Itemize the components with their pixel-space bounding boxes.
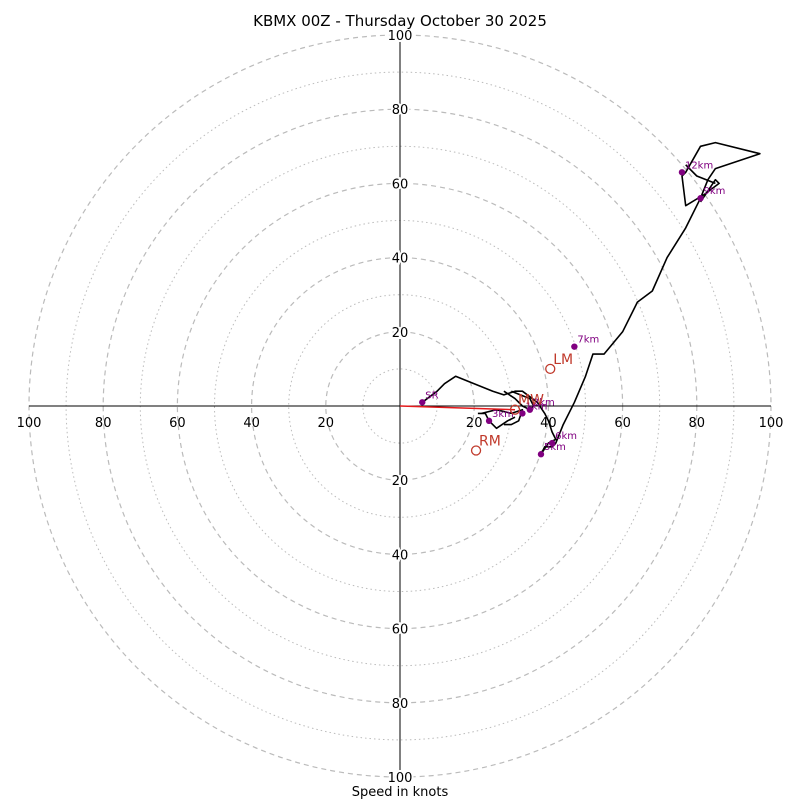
x-tick-labels: 100 80 60 40 20 20 40 60 80 100 bbox=[17, 416, 784, 431]
y-tick-labels: 100 80 60 40 20 20 40 60 80 100 bbox=[386, 27, 415, 788]
x-tick-label: 60 bbox=[169, 416, 186, 431]
storm-motion-point bbox=[545, 363, 556, 375]
height-marker-label: 6km bbox=[555, 431, 577, 442]
storm-motion-point bbox=[509, 404, 521, 415]
storm-motion-markers: RM LM MW bbox=[470, 352, 573, 456]
height-marker-point bbox=[697, 195, 704, 202]
height-marker-point bbox=[419, 399, 426, 406]
x-tick-label: 20 bbox=[318, 416, 335, 431]
y-tick-label: 80 bbox=[392, 697, 409, 712]
height-marker-point bbox=[678, 169, 686, 176]
x-axis-label: Speed in knots bbox=[352, 785, 449, 800]
y-tick-label: 80 bbox=[392, 103, 409, 118]
x-tick-label: 40 bbox=[243, 416, 260, 431]
x-tick-label: 100 bbox=[17, 416, 42, 431]
hodograph-line bbox=[421, 141, 761, 456]
hodograph-segment bbox=[685, 164, 716, 185]
height-marker-label: 3km bbox=[492, 409, 514, 420]
x-tick-label: 100 bbox=[759, 416, 784, 431]
x-tick-label: 20 bbox=[466, 416, 483, 431]
storm-motion-point bbox=[470, 445, 482, 456]
height-marker-label: 7km bbox=[577, 335, 599, 346]
y-tick-label: 40 bbox=[392, 548, 409, 563]
height-marker-point bbox=[571, 343, 578, 350]
height-marker-label: 2km bbox=[533, 398, 555, 409]
y-tick-label: 60 bbox=[392, 623, 409, 638]
height-marker-point bbox=[526, 406, 534, 413]
x-tick-label: 80 bbox=[689, 416, 706, 431]
height-marker-label: SR bbox=[425, 390, 438, 401]
y-tick-label: 100 bbox=[388, 29, 413, 44]
height-marker-label: 5km bbox=[544, 442, 566, 453]
storm-motion-label: LM bbox=[553, 352, 573, 368]
y-tick-label: 100 bbox=[388, 771, 413, 786]
height-marker-point bbox=[537, 451, 545, 458]
storm-motion-label: RM bbox=[479, 434, 501, 450]
y-tick-label: 20 bbox=[392, 474, 409, 489]
y-tick-label: 60 bbox=[392, 177, 409, 192]
height-marker-point bbox=[519, 410, 526, 417]
height-marker-point bbox=[548, 439, 556, 447]
y-tick-label: 40 bbox=[392, 252, 409, 267]
height-marker-label: 1km bbox=[525, 401, 547, 412]
shear-vector-line bbox=[399, 405, 516, 411]
x-tick-label: 80 bbox=[95, 416, 112, 431]
storm-motion-label: MW bbox=[518, 393, 544, 409]
height-marker-point bbox=[485, 417, 493, 425]
x-tick-label: 40 bbox=[540, 416, 557, 431]
chart-title: KBMX 00Z - Thursday October 30 2025 bbox=[253, 12, 547, 30]
height-marker-label: 9km bbox=[704, 186, 726, 197]
x-tick-label: 60 bbox=[614, 416, 631, 431]
y-tick-label: 20 bbox=[392, 326, 409, 341]
height-marker-label: 12km bbox=[685, 160, 713, 171]
shear-vector bbox=[399, 405, 516, 411]
hodograph-segment bbox=[477, 412, 516, 430]
